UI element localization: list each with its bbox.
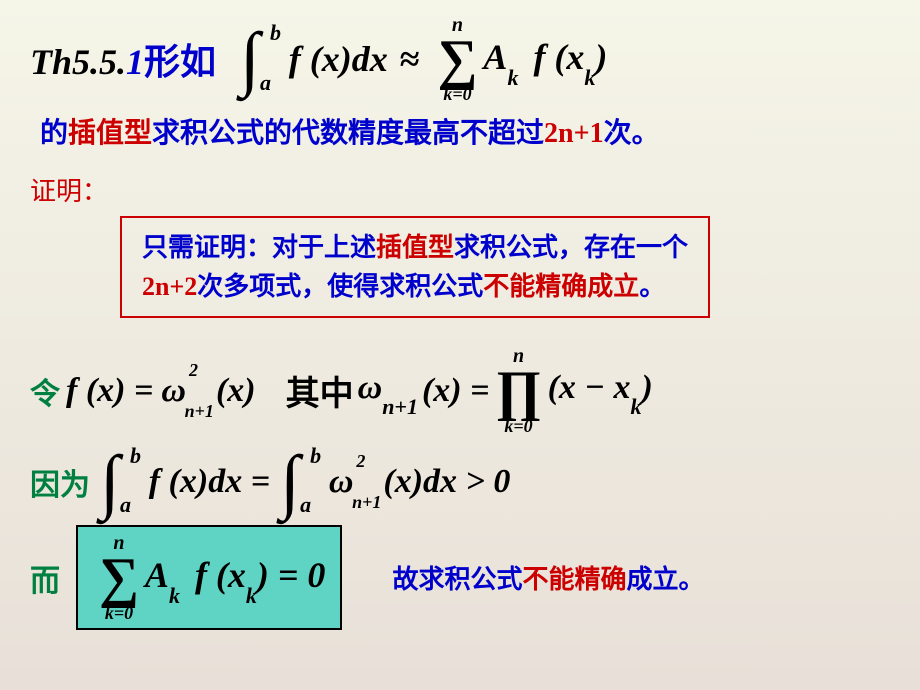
theorem-formula: ∫ b a f (x)dx ≈ n ∑ k=0 Ak f (xk) [236,15,607,103]
sum-sign: ∑ [438,35,478,85]
let-left: 令 f (x) = ω 2 n+1 (x) [30,369,256,413]
let-arg: (x) [216,372,256,410]
approx-sign: ≈ [400,38,420,80]
proof-label: 证明： [30,171,108,208]
stmt-p3: 求积公式的代数精度最高不超过 [152,118,544,149]
sum-lower: k=0 [443,85,471,103]
let-line: 令 f (x) = ω 2 n+1 (x) 其中 ωn+1 (x) = n ∏ … [30,328,890,434]
sum-block-2: n ∑ k=0 [99,533,139,621]
pb-p7: 。 [639,272,665,301]
sum-body: Ak f (xk) [483,36,607,83]
th-suffix: 形如 [144,42,216,82]
pb-p6: 不能精确成立 [483,272,639,301]
theorem-label: Th5.5.1形如 [30,33,216,85]
let-prefix: 令 [30,369,60,413]
prod-block: n ∏ k=0 [496,346,542,434]
because-integrand1: f (x)dx = [149,463,270,501]
omega-2: ωn+1 [358,369,418,412]
integral-3: ∫ b a [280,453,300,511]
prod-sign: ∏ [496,366,542,416]
integral-2: ∫ b a [100,453,120,511]
omega-3: ω 2 n+1 [329,463,354,501]
stmt-p4: 2n+1 [544,118,604,149]
result-box: n ∑ k=0 Ak f (xk) = 0 [76,525,342,629]
theorem-line: Th5.5.1形如 ∫ b a f (x)dx ≈ n ∑ k=0 Ak f (… [30,15,890,103]
stmt-p5: 次。 [604,118,660,149]
pb-p2: 插值型 [376,233,454,262]
because-prefix: 因为 [30,460,90,504]
th-text: Th5.5. [30,42,126,82]
omega2-arg: (x) = [422,372,490,410]
stmt-p2: 插值型 [68,118,152,149]
pb-p4: 2n+2 [142,272,197,301]
pb-p5: 次多项式，使得求积公式 [197,272,483,301]
th-num: 1 [126,42,144,82]
conclusion-text: 故求积公式不能精确成立。 [392,559,704,596]
integrand: f (x)dx [289,38,388,80]
statement-line: 的插值型求积公式的代数精度最高不超过2n+1次。 [40,111,890,151]
because-tail: (x)dx > 0 [383,463,510,501]
stmt-p1: 的 [40,118,68,149]
proof-box: 只需证明：对于上述插值型求积公式，存在一个 2n+2次多项式，使得求积公式不能精… [120,216,710,318]
integral-1: ∫ b a [240,30,260,88]
int-upper: b [270,20,281,46]
because-line: 因为 ∫ b a f (x)dx = ∫ b a ω 2 n+1 (x)dx >… [30,453,890,511]
int-sign: ∫ [240,30,260,88]
but-line: 而 n ∑ k=0 Ak f (xk) = 0 故求积公式不能精确成立。 [30,525,890,629]
pb-p3: 求积公式，存在一个 [454,233,688,262]
pb-p1: 只需证明：对于上述 [142,233,376,262]
but-prefix: 而 [30,556,60,600]
let-right: 其中 ωn+1 (x) = n ∏ k=0 (x − xk) [286,346,653,434]
where-label: 其中 [286,366,354,415]
let-lhs: f (x) = [66,372,153,410]
sum-block: n ∑ k=0 [438,15,478,103]
but-body: Ak f (xk) = 0 [145,554,326,601]
omega-1: ω 2 n+1 [161,372,186,410]
prod-body: (x − xk) [548,369,653,412]
int-lower: a [260,70,271,96]
proof-row: 证明： [30,151,890,216]
